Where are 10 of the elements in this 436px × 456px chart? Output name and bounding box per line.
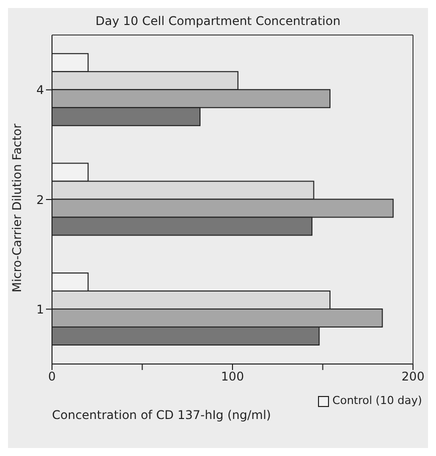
x-tick-label: 200 (402, 370, 424, 384)
y-tick-label: 1 (36, 302, 44, 316)
y-tick-label: 2 (36, 192, 44, 207)
y-axis-title: Micro-Carrier Dilution Factor (10, 124, 24, 292)
x-axis-title: Concentration of CD 137-hIg (ng/ml) (52, 408, 271, 422)
y-tick-label: 4 (36, 83, 44, 98)
x-tick-label: 0 (48, 370, 56, 384)
chart-title: Day 10 Cell Compartment Concentration (94, 13, 342, 28)
x-tick-label: 100 (221, 370, 244, 384)
legend-label: Control (10 day) (332, 394, 422, 408)
